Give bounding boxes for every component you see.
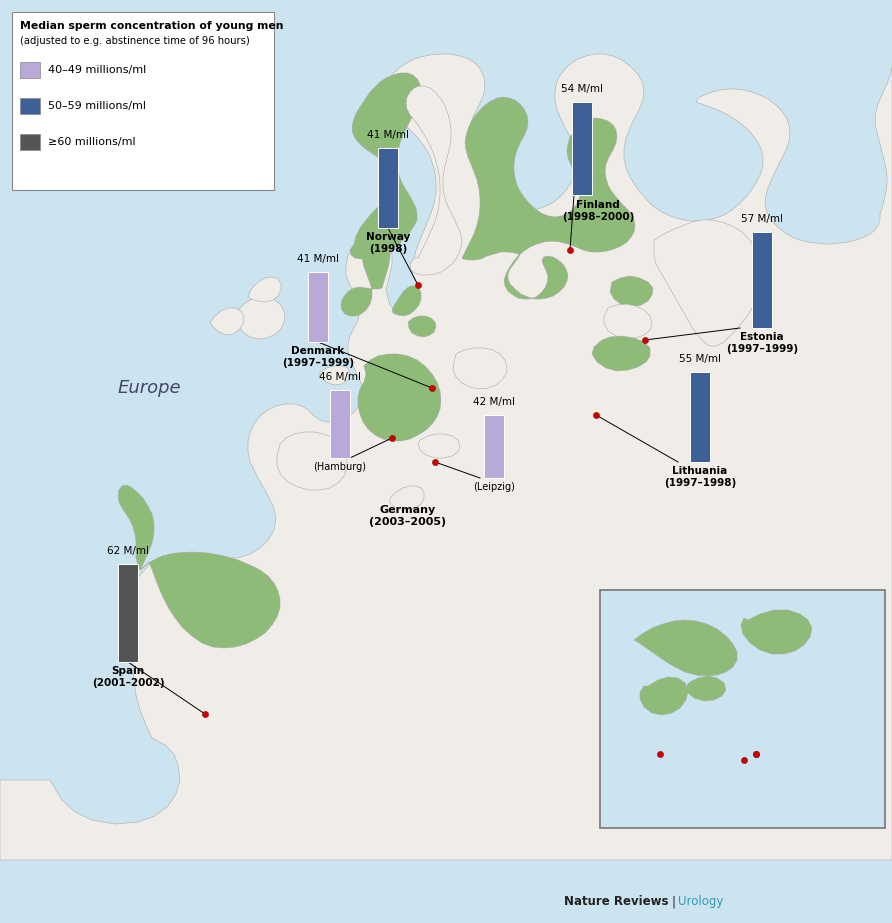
Polygon shape bbox=[462, 97, 635, 299]
Text: 41 M/ml: 41 M/ml bbox=[367, 130, 409, 140]
Polygon shape bbox=[350, 73, 421, 259]
Text: 54 M/ml: 54 M/ml bbox=[561, 84, 603, 94]
Text: Urology: Urology bbox=[678, 895, 723, 908]
Bar bbox=[118, 564, 138, 662]
Text: (Hamburg): (Hamburg) bbox=[313, 462, 367, 472]
Polygon shape bbox=[140, 552, 280, 648]
Polygon shape bbox=[236, 297, 285, 339]
Text: 42 M/ml: 42 M/ml bbox=[473, 397, 515, 407]
Polygon shape bbox=[392, 286, 421, 316]
Text: 59 M/ml: 59 M/ml bbox=[665, 608, 707, 618]
Polygon shape bbox=[640, 677, 688, 715]
Text: 46 M/ml: 46 M/ml bbox=[319, 372, 361, 382]
Polygon shape bbox=[610, 276, 653, 307]
Bar bbox=[330, 390, 350, 458]
Text: Finland
(1998–2000): Finland (1998–2000) bbox=[562, 200, 634, 222]
Text: Estonia
(1997–1999): Estonia (1997–1999) bbox=[726, 332, 798, 354]
Bar bbox=[600, 590, 885, 828]
Bar bbox=[20, 62, 40, 78]
Text: Nature Reviews: Nature Reviews bbox=[564, 895, 668, 908]
Bar bbox=[308, 272, 328, 342]
Text: Japan
(1999–2003): Japan (1999–2003) bbox=[650, 724, 723, 746]
Polygon shape bbox=[453, 348, 507, 389]
Polygon shape bbox=[654, 220, 762, 346]
Bar bbox=[12, 12, 274, 190]
Bar bbox=[484, 415, 504, 478]
Polygon shape bbox=[741, 610, 812, 654]
Bar bbox=[752, 232, 772, 328]
Polygon shape bbox=[604, 304, 652, 339]
Text: 50–59 millions/ml: 50–59 millions/ml bbox=[48, 101, 146, 111]
Text: 62 M/ml: 62 M/ml bbox=[107, 546, 149, 556]
Polygon shape bbox=[634, 620, 737, 676]
Polygon shape bbox=[341, 232, 390, 316]
Polygon shape bbox=[320, 366, 350, 385]
Bar bbox=[20, 134, 40, 150]
Text: 40–49 millions/ml: 40–49 millions/ml bbox=[48, 65, 146, 75]
Polygon shape bbox=[210, 308, 244, 335]
Polygon shape bbox=[358, 354, 441, 441]
Polygon shape bbox=[687, 676, 726, 701]
Text: Median sperm concentration of young men: Median sperm concentration of young men bbox=[20, 21, 284, 31]
Bar bbox=[690, 372, 710, 462]
Polygon shape bbox=[592, 336, 650, 371]
Text: Germany
(2003–2005): Germany (2003–2005) bbox=[369, 505, 447, 527]
Text: Denmark
(1997–1999): Denmark (1997–1999) bbox=[282, 346, 354, 367]
Text: 41 M/ml: 41 M/ml bbox=[297, 254, 339, 264]
Polygon shape bbox=[408, 316, 436, 337]
Polygon shape bbox=[248, 277, 281, 302]
Text: (adjusted to e.g. abstinence time of 96 hours): (adjusted to e.g. abstinence time of 96 … bbox=[20, 36, 250, 46]
Text: Spain
(2001–2002): Spain (2001–2002) bbox=[92, 666, 164, 688]
Bar bbox=[20, 98, 40, 114]
Bar bbox=[378, 148, 398, 228]
Text: (Leipzig): (Leipzig) bbox=[473, 482, 515, 492]
Text: Europe: Europe bbox=[118, 379, 182, 397]
Polygon shape bbox=[118, 485, 154, 570]
Bar bbox=[676, 626, 696, 720]
Polygon shape bbox=[277, 432, 347, 490]
Text: 55 M/ml: 55 M/ml bbox=[679, 354, 721, 364]
Text: Lithuania
(1997–1998): Lithuania (1997–1998) bbox=[664, 466, 736, 487]
Text: ≥60 millions/ml: ≥60 millions/ml bbox=[48, 137, 136, 147]
Text: |: | bbox=[672, 895, 680, 908]
Polygon shape bbox=[390, 486, 424, 510]
Text: 57 M/ml: 57 M/ml bbox=[741, 214, 783, 224]
Polygon shape bbox=[0, 54, 892, 860]
Polygon shape bbox=[418, 434, 460, 458]
Polygon shape bbox=[406, 86, 462, 275]
Bar bbox=[572, 102, 592, 195]
Text: Norway
(1998): Norway (1998) bbox=[366, 232, 410, 254]
